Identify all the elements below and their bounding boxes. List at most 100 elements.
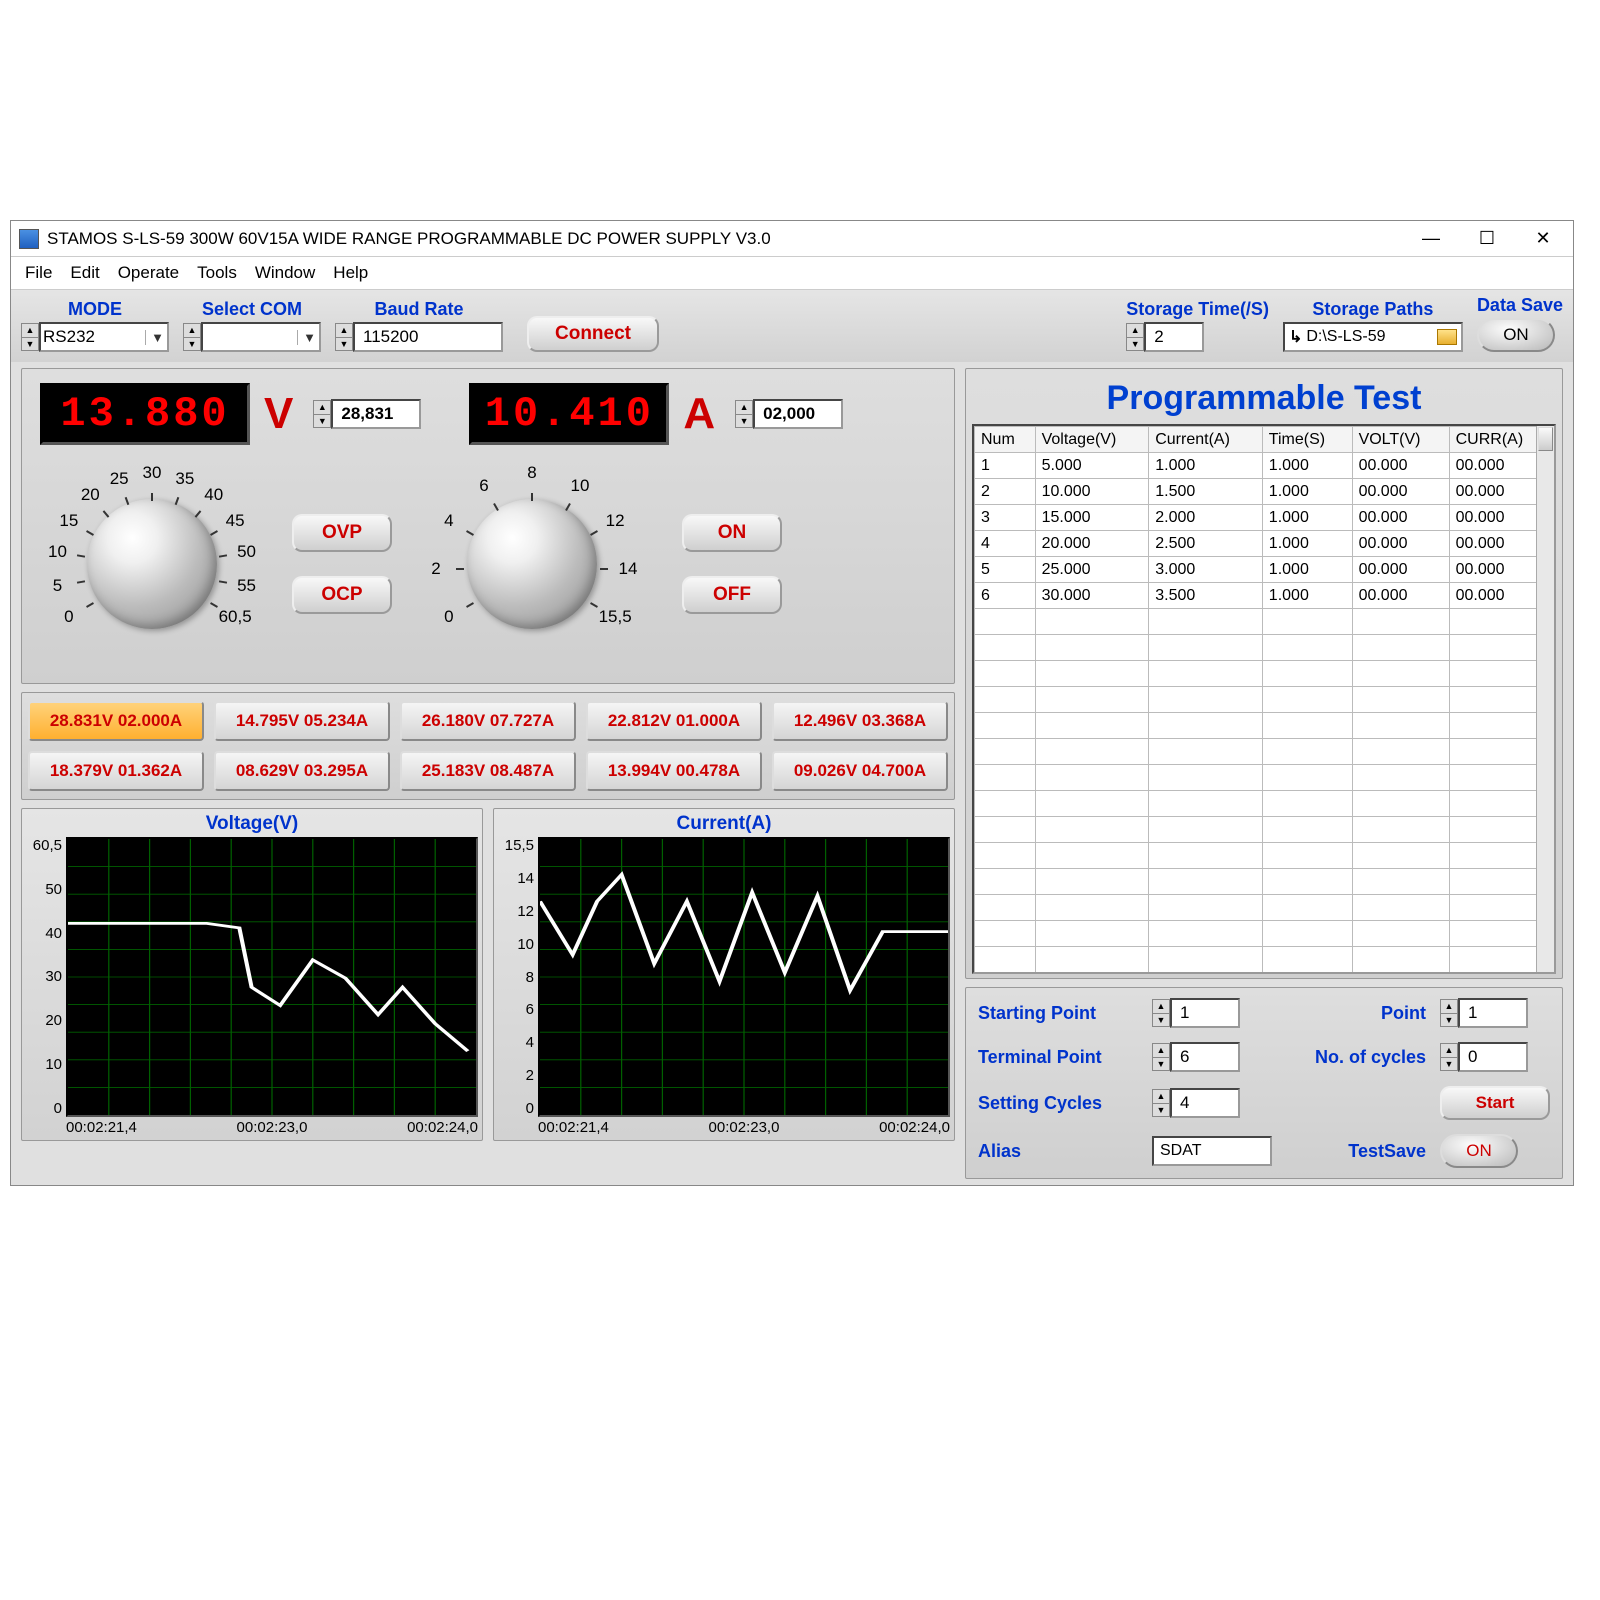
voltage-yaxis: 60,550403020100 (26, 837, 66, 1117)
maximize-button[interactable]: ☐ (1459, 222, 1515, 256)
preset-button[interactable]: 25.183V 08.487A (400, 751, 576, 791)
terminal-point-label: Terminal Point (978, 1047, 1138, 1068)
preset-button[interactable]: 09.026V 04.700A (772, 751, 948, 791)
starting-point-label: Starting Point (978, 1003, 1138, 1024)
app-window: STAMOS S-LS-59 300W 60V15A WIDE RANGE PR… (10, 220, 1574, 1186)
data-save-label: Data Save (1477, 295, 1563, 316)
table-row[interactable]: 630.0003.5001.00000.00000.000 (975, 583, 1554, 609)
off-button[interactable]: OFF (682, 576, 782, 614)
voltage-set-stepper[interactable]: ▲▼ (313, 400, 331, 428)
testsave-label: TestSave (1276, 1141, 1426, 1162)
menu-window[interactable]: Window (247, 261, 323, 285)
current-display: 10.410 (469, 383, 669, 445)
prog-table-wrap: NumVoltage(V)Current(A)Time(S)VOLT(V)CUR… (972, 424, 1556, 974)
cycles-stepper[interactable]: ▲▼ (1440, 1043, 1458, 1071)
storage-path-input[interactable]: ↳ D:\S-LS-59 (1283, 322, 1463, 352)
current-set-input[interactable]: 02,000 (753, 399, 843, 429)
preset-button[interactable]: 28.831V 02.000A (28, 701, 204, 741)
current-plot (538, 837, 950, 1117)
current-knob[interactable]: 0246810121415,5 (412, 459, 652, 669)
storage-time-input[interactable]: 2 (1144, 322, 1204, 352)
starting-point-input[interactable]: 1 (1170, 998, 1240, 1028)
com-select[interactable]: ▼ (201, 322, 321, 352)
storage-path-label: Storage Paths (1283, 299, 1463, 320)
table-row[interactable]: 315.0002.0001.00000.00000.000 (975, 505, 1554, 531)
baud-stepper[interactable]: ▲▼ (335, 323, 353, 351)
preset-button[interactable]: 13.994V 00.478A (586, 751, 762, 791)
charts-row: Voltage(V) 60,550403020100 00:02:21,400:… (21, 808, 955, 1141)
prog-table[interactable]: NumVoltage(V)Current(A)Time(S)VOLT(V)CUR… (974, 426, 1554, 973)
minimize-button[interactable]: — (1403, 222, 1459, 256)
voltage-unit: V (264, 389, 293, 439)
mode-label: MODE (21, 299, 169, 320)
cycles-input[interactable]: 0 (1458, 1042, 1528, 1072)
settings-panel: Starting Point ▲▼1 Point ▲▼1 Terminal Po… (965, 987, 1563, 1179)
table-scrollbar[interactable] (1536, 426, 1554, 972)
current-chart: Current(A) 15,514121086420 00:02:21,400:… (493, 808, 955, 1141)
point-input[interactable]: 1 (1458, 998, 1528, 1028)
alias-label: Alias (978, 1141, 1138, 1162)
storage-time-label: Storage Time(/S) (1126, 299, 1269, 320)
voltage-set-input[interactable]: 28,831 (331, 399, 421, 429)
table-row[interactable]: 420.0002.5001.00000.00000.000 (975, 531, 1554, 557)
com-stepper[interactable]: ▲▼ (183, 323, 201, 351)
voltage-knob[interactable]: 051015202530354045505560,5 (32, 459, 272, 669)
current-yaxis: 15,514121086420 (498, 837, 538, 1117)
terminal-point-input[interactable]: 6 (1170, 1042, 1240, 1072)
preset-button[interactable]: 08.629V 03.295A (214, 751, 390, 791)
on-button[interactable]: ON (682, 514, 782, 552)
menu-operate[interactable]: Operate (110, 261, 187, 285)
window-title: STAMOS S-LS-59 300W 60V15A WIDE RANGE PR… (47, 229, 1403, 249)
preset-button[interactable]: 26.180V 07.727A (400, 701, 576, 741)
com-label: Select COM (183, 299, 321, 320)
titlebar: STAMOS S-LS-59 300W 60V15A WIDE RANGE PR… (11, 221, 1573, 257)
menubar: File Edit Operate Tools Window Help (11, 257, 1573, 290)
current-xaxis: 00:02:21,400:02:23,000:02:24,0 (498, 1119, 950, 1136)
baud-label: Baud Rate (335, 299, 503, 320)
prog-title: Programmable Test (972, 373, 1556, 424)
table-row[interactable]: 210.0001.5001.00000.00000.000 (975, 479, 1554, 505)
current-set-stepper[interactable]: ▲▼ (735, 400, 753, 428)
display-panel: 13.880 V ▲▼ 28,831 10.410 A ▲▼ 02,000 (21, 368, 955, 684)
alias-input[interactable]: SDAT (1152, 1136, 1272, 1166)
testsave-button[interactable]: ON (1440, 1134, 1518, 1168)
setting-cycles-stepper[interactable]: ▲▼ (1152, 1089, 1170, 1117)
voltage-display: 13.880 (40, 383, 250, 445)
preset-panel: 28.831V 02.000A14.795V 05.234A26.180V 07… (21, 692, 955, 800)
starting-point-stepper[interactable]: ▲▼ (1152, 999, 1170, 1027)
terminal-point-stepper[interactable]: ▲▼ (1152, 1043, 1170, 1071)
close-button[interactable]: ✕ (1515, 222, 1571, 256)
voltage-xaxis: 00:02:21,400:02:23,000:02:24,0 (26, 1119, 478, 1136)
setting-cycles-label: Setting Cycles (978, 1093, 1138, 1114)
baud-input[interactable]: 115200 (353, 322, 503, 352)
voltage-plot (66, 837, 478, 1117)
connect-button[interactable]: Connect (527, 316, 659, 352)
menu-tools[interactable]: Tools (189, 261, 245, 285)
ocp-button[interactable]: OCP (292, 576, 392, 614)
app-icon (19, 229, 39, 249)
menu-edit[interactable]: Edit (62, 261, 107, 285)
preset-button[interactable]: 18.379V 01.362A (28, 751, 204, 791)
menu-file[interactable]: File (17, 261, 60, 285)
folder-icon[interactable] (1437, 329, 1457, 345)
prog-panel: Programmable Test NumVoltage(V)Current(A… (965, 368, 1563, 979)
menu-help[interactable]: Help (325, 261, 376, 285)
mode-stepper[interactable]: ▲▼ (21, 323, 39, 351)
setting-cycles-input[interactable]: 4 (1170, 1088, 1240, 1118)
cycles-label: No. of cycles (1276, 1047, 1426, 1068)
table-row[interactable]: 525.0003.0001.00000.00000.000 (975, 557, 1554, 583)
preset-button[interactable]: 22.812V 01.000A (586, 701, 762, 741)
config-row: MODE ▲▼ RS232▼ Select COM ▲▼ ▼ Baud Rate… (11, 290, 1573, 362)
point-stepper[interactable]: ▲▼ (1440, 999, 1458, 1027)
point-label: Point (1276, 1003, 1426, 1024)
preset-button[interactable]: 14.795V 05.234A (214, 701, 390, 741)
mode-select[interactable]: RS232▼ (39, 322, 169, 352)
table-row[interactable]: 15.0001.0001.00000.00000.000 (975, 453, 1554, 479)
current-unit: A (683, 389, 715, 439)
data-save-button[interactable]: ON (1477, 318, 1555, 352)
voltage-chart: Voltage(V) 60,550403020100 00:02:21,400:… (21, 808, 483, 1141)
storage-time-stepper[interactable]: ▲▼ (1126, 323, 1144, 351)
ovp-button[interactable]: OVP (292, 514, 392, 552)
preset-button[interactable]: 12.496V 03.368A (772, 701, 948, 741)
start-button[interactable]: Start (1440, 1086, 1550, 1120)
